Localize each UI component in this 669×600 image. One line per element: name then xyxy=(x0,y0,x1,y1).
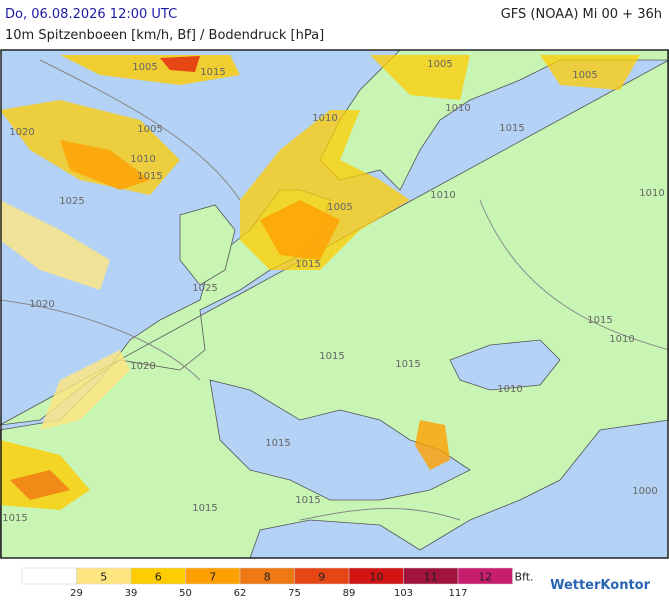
british-isles xyxy=(179,204,236,286)
bft-label: 12 xyxy=(478,571,492,584)
isobar-label: 1005 xyxy=(427,59,452,70)
gust-area xyxy=(60,140,150,190)
bft-label: 11 xyxy=(424,571,438,584)
isobar-label: 1010 xyxy=(430,190,455,201)
isobar-label: 1020 xyxy=(130,361,155,372)
legend-swatch xyxy=(457,567,513,585)
gust-area xyxy=(260,200,340,260)
legend: 5 6 7 8 9 10 11 12 Bft.29 39 50 62 75 89 103 117 xyxy=(21,567,534,599)
bft-label: 8 xyxy=(264,571,271,584)
isobar-label: 1010 xyxy=(609,334,634,345)
isobar-label: 1015 xyxy=(319,351,344,362)
isobar-label: 1005 xyxy=(132,62,157,73)
isobar-label: 1020 xyxy=(29,299,54,310)
bft-label: 10 xyxy=(369,571,383,584)
gust-area xyxy=(10,470,70,500)
isobar-label: 1025 xyxy=(192,283,217,294)
kmh-label: 39 xyxy=(125,588,138,599)
kmh-label: 50 xyxy=(179,588,192,599)
bft-label: 5 xyxy=(100,571,107,584)
isobar-label: 1015 xyxy=(295,259,320,270)
gust-area xyxy=(40,350,130,430)
isobar-label: 1005 xyxy=(327,202,352,213)
isobar-label: 1005 xyxy=(572,70,597,81)
isobar-label: 1015 xyxy=(395,359,420,370)
gust-area xyxy=(370,55,470,100)
isobar-label: 1015 xyxy=(499,123,524,134)
isobar-label: 1010 xyxy=(312,113,337,124)
gust-area xyxy=(415,420,450,470)
isobar-label: 1010 xyxy=(445,103,470,114)
isobar-label: 1015 xyxy=(200,67,225,78)
isobar-label: 1000 xyxy=(632,486,657,497)
model-run: GFS (NOAA) Mi 00 + 36h xyxy=(501,7,662,22)
black-sea xyxy=(449,339,561,391)
kmh-label: 62 xyxy=(234,588,247,599)
isobar-label: 1015 xyxy=(137,171,162,182)
bft-unit: Bft. xyxy=(515,571,534,584)
bft-label: 9 xyxy=(318,571,325,584)
bft-label: 7 xyxy=(209,571,216,584)
kmh-label: 103 xyxy=(394,588,413,599)
mediterranean xyxy=(209,379,471,501)
isobar xyxy=(0,59,669,521)
parameter: 10m Spitzenboeen [km/h, Bf] / Bodendruck… xyxy=(5,28,324,43)
kmh-label: 29 xyxy=(70,588,83,599)
isobar-label: 1010 xyxy=(497,384,522,395)
kmh-label: 75 xyxy=(288,588,301,599)
isobar-label: 1020 xyxy=(9,127,34,138)
isobar-label: 1005 xyxy=(137,124,162,135)
isobar-label: 1015 xyxy=(192,503,217,514)
isobar-label: 1010 xyxy=(639,188,664,199)
gust-area xyxy=(160,56,200,72)
isobar-label: 1025 xyxy=(59,196,84,207)
legend-swatch xyxy=(21,567,77,585)
bft-label: 6 xyxy=(155,571,162,584)
isobar-label: 1015 xyxy=(295,495,320,506)
gust-area xyxy=(0,200,110,290)
kmh-label: 117 xyxy=(448,588,467,599)
isobar-label: 1015 xyxy=(265,438,290,449)
gust-area xyxy=(540,55,640,90)
map: 1005 1015 1005 1020 1010 1015 1025 1020 1020 1015… xyxy=(0,49,669,559)
run-time: Do, 06.08.2026 12:00 UTC xyxy=(5,7,177,22)
isobar-labels: 1005 1015 1005 1020 1010 1015 1025 1020 1020 1015… xyxy=(2,59,664,524)
isobar-label: 1015 xyxy=(587,315,612,326)
isobar-label: 1015 xyxy=(2,513,27,524)
kmh-label: 89 xyxy=(343,588,356,599)
map-frame xyxy=(0,49,669,559)
isobar-label: 1010 xyxy=(130,154,155,165)
brand: WetterKontor xyxy=(550,578,651,593)
